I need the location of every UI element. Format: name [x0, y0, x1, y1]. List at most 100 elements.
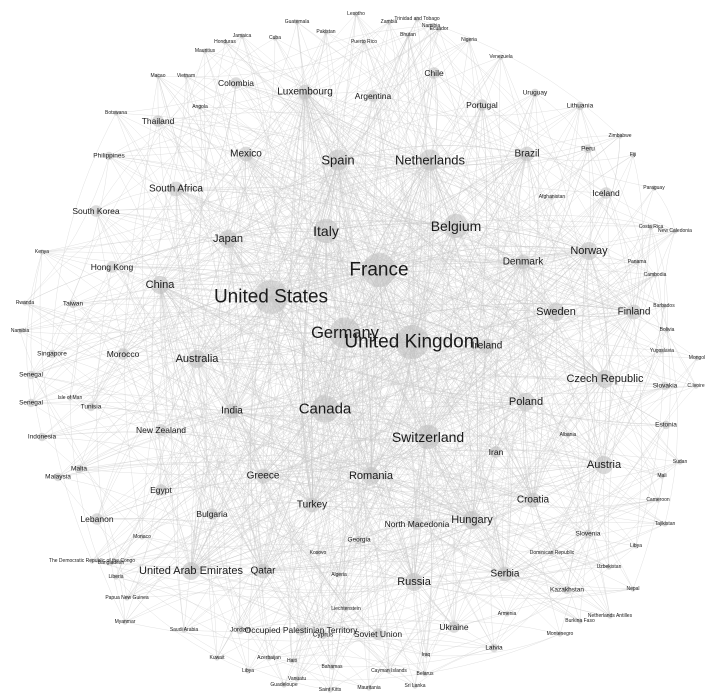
node-label: Lesotho: [347, 11, 365, 17]
edge: [296, 519, 473, 680]
edge: [378, 269, 557, 313]
node: [336, 572, 342, 578]
edge: [344, 332, 581, 622]
edge: [227, 238, 372, 477]
edge: [227, 230, 676, 263]
node-label: Jamaica: [233, 33, 252, 39]
node: [617, 133, 623, 139]
edge: [603, 311, 635, 568]
edge: [190, 311, 635, 572]
edge: [325, 31, 431, 161]
edge: [270, 296, 473, 521]
edge: [486, 261, 524, 347]
node: [254, 280, 288, 314]
edge: [324, 408, 610, 568]
edge: [289, 504, 313, 662]
edge: [222, 410, 241, 631]
node-label: Mali: [657, 473, 666, 479]
node: [151, 276, 169, 294]
node-label: Luxembourg: [277, 87, 333, 98]
edge: [171, 35, 243, 631]
node: [235, 625, 245, 635]
node: [660, 381, 670, 391]
node: [289, 658, 295, 664]
edge: [324, 408, 534, 501]
edge: [324, 408, 666, 525]
node: [423, 652, 429, 658]
node: [343, 606, 349, 612]
edge: [344, 159, 431, 610]
edge: [471, 519, 568, 591]
edge: [416, 18, 607, 194]
node-label: Japan: [213, 233, 243, 245]
edge: [324, 311, 557, 410]
node-label: Cambodia: [644, 272, 667, 278]
edge: [331, 666, 370, 689]
edge: [296, 225, 457, 680]
edge: [416, 18, 638, 263]
edge: [231, 410, 416, 687]
edge: [336, 159, 415, 583]
node: [295, 624, 307, 636]
node-label: Finland: [618, 307, 651, 318]
edge: [378, 269, 666, 387]
edge: [504, 523, 666, 575]
edge: [126, 159, 431, 599]
edge: [122, 225, 457, 355]
edge: [211, 401, 527, 515]
edge: [429, 159, 527, 403]
edge: [122, 353, 264, 572]
edge: [588, 250, 611, 466]
node: [415, 424, 441, 450]
edge: [39, 251, 93, 562]
node-label: Morocco: [107, 349, 140, 359]
labels: Lesotho Trinidad and Tobago Guatemala Zambi…: [11, 11, 705, 693]
node-label: Yugoslavia: [650, 348, 674, 354]
edge: [586, 250, 606, 380]
edge: [190, 570, 415, 591]
node: [693, 383, 699, 389]
edge: [329, 588, 634, 691]
edge: [30, 251, 43, 438]
edge: [30, 250, 590, 376]
node-label: Serbia: [491, 569, 520, 580]
node-label: Puerto Rico: [351, 39, 377, 45]
edge: [471, 311, 635, 521]
edge: [344, 105, 581, 334]
edge: [304, 91, 581, 117]
edge: [78, 238, 229, 470]
node-label: Liberia: [108, 574, 123, 580]
edge: [429, 159, 659, 501]
edge: [218, 82, 264, 572]
edge: [311, 225, 457, 506]
node: [652, 272, 658, 278]
edge: [322, 620, 561, 636]
node: [466, 37, 472, 43]
node-label: Argentina: [355, 91, 392, 101]
edge: [268, 647, 495, 668]
edge: [385, 225, 457, 672]
node-label: Saudi Arabia: [170, 627, 199, 633]
edge: [368, 523, 418, 689]
edge: [241, 35, 506, 575]
edge: [51, 39, 470, 355]
node-label: Croatia: [517, 495, 550, 506]
node-label: Afghanistan: [539, 194, 566, 200]
edge: [115, 112, 177, 190]
edge: [185, 75, 455, 628]
edge: [177, 238, 229, 631]
edge: [455, 225, 590, 252]
edge: [175, 188, 663, 352]
node: [633, 543, 639, 549]
node: [327, 687, 333, 693]
edge: [369, 159, 431, 477]
node: [39, 249, 45, 255]
node-label: North Macedonia: [385, 519, 450, 529]
edge: [344, 332, 426, 675]
edge: [513, 92, 561, 635]
edge: [373, 269, 415, 583]
edge: [425, 633, 561, 657]
edge: [525, 401, 605, 466]
edge: [588, 135, 621, 252]
node: [315, 550, 321, 556]
